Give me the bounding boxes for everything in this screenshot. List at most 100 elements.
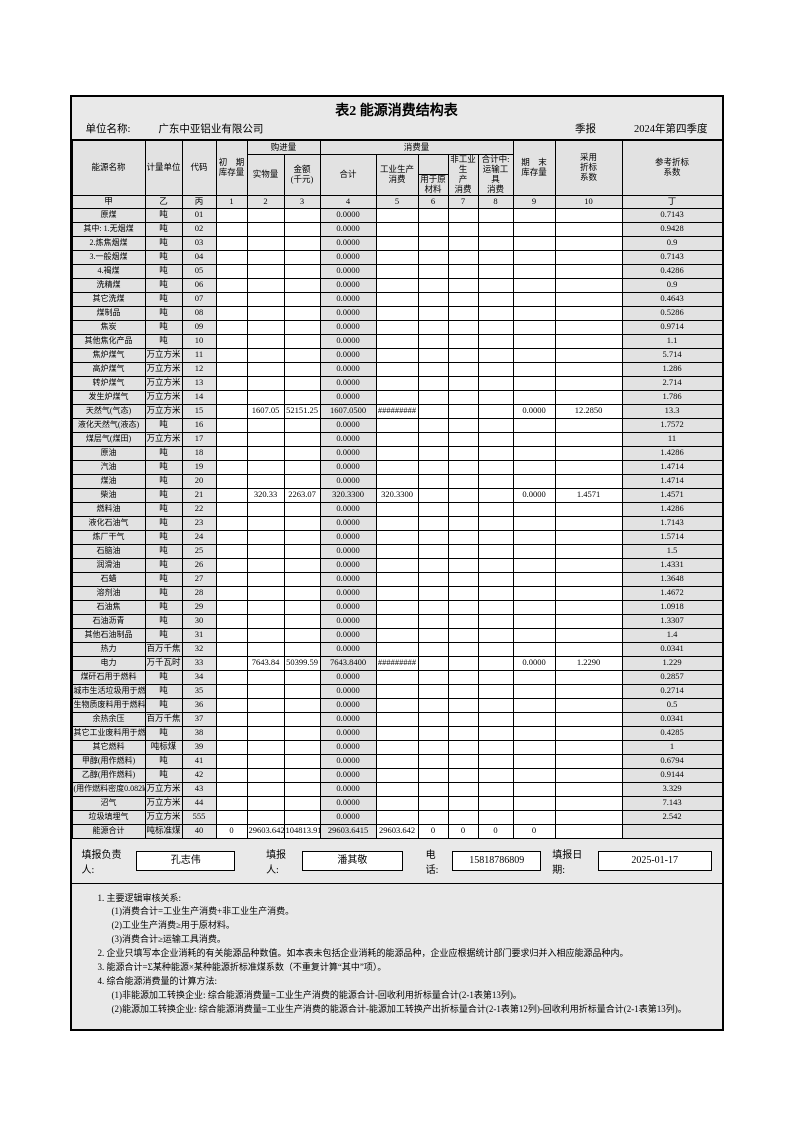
cell-amount (283, 375, 321, 391)
cell-total: 0.0000 (319, 459, 377, 475)
cell-physical-qty (246, 515, 285, 531)
cell-code: 05 (181, 263, 217, 279)
cell-non-industrial: 0 (447, 823, 479, 839)
filler-label: 填报人: (266, 849, 287, 876)
cell-total: 0.0000 (319, 711, 377, 727)
cell-transport (477, 711, 514, 727)
cell-reference-coef: 13.3 (621, 403, 723, 419)
cell-name: 液化石油气 (71, 515, 146, 531)
cell-amount (283, 291, 321, 307)
table-row: 柴油吨 21 320.33 2263.07 320.3300 320.3300 0.0000… (71, 487, 723, 503)
cell-name: 汽油 (71, 459, 146, 475)
cell-name: 乙醇(用作燃料) (71, 767, 146, 783)
cell-code: 34 (181, 669, 217, 685)
cell-amount (283, 571, 321, 587)
cell-unit: 百万千焦 (144, 641, 183, 657)
col-letter-transport: 8 (477, 194, 514, 209)
cell-physical-qty (246, 543, 285, 559)
cell-adopted-coef (554, 697, 623, 713)
cell-unit: 吨 (144, 543, 183, 559)
cell-unit: 吨 (144, 277, 183, 293)
cell-transport (477, 291, 514, 307)
cell-total: 0.0000 (319, 613, 377, 629)
cell-physical-qty (246, 319, 285, 335)
cell-end-stock (512, 739, 556, 755)
cell-reference-coef: 3.329 (621, 781, 723, 797)
cell-non-industrial (447, 389, 479, 405)
cell-adopted-coef (554, 235, 623, 251)
cell-code: 31 (181, 627, 217, 643)
cell-non-industrial (447, 249, 479, 265)
cell-physical-qty (246, 263, 285, 279)
cell-non-industrial (447, 613, 479, 629)
cell-industrial (375, 417, 419, 433)
cell-physical-qty (246, 781, 285, 797)
cell-raw-material (417, 347, 449, 363)
cell-end-stock (512, 277, 556, 293)
cell-initial-stock (215, 599, 248, 615)
cell-unit: 吨 (144, 417, 183, 433)
col-letter-code: 丙 (181, 194, 217, 209)
cell-physical-qty (246, 641, 285, 657)
cell-code: 18 (181, 445, 217, 461)
cell-industrial (375, 347, 419, 363)
cell-transport (477, 515, 514, 531)
note-line: 3. 能源合计=Σ某种能源×某种能源折标准煤系数（不重复计算“其中”项）。 (97, 962, 387, 973)
cell-raw-material (417, 599, 449, 615)
cell-reference-coef: 0.9144 (621, 767, 723, 783)
cell-end-stock (512, 627, 556, 643)
cell-adopted-coef (554, 389, 623, 405)
cell-code: 41 (181, 753, 217, 769)
table-row: 炼厂干气吨 24 0.0000 1.5714 (71, 529, 723, 545)
cell-name: 2.炼焦烟煤 (71, 235, 146, 251)
cell-physical-qty (246, 459, 285, 475)
col-letter-adopted-coef: 10 (554, 194, 623, 209)
cell-amount (283, 585, 321, 601)
cell-amount (283, 501, 321, 517)
cell-adopted-coef: 1.2290 (554, 655, 623, 671)
cell-end-stock (512, 529, 556, 545)
cell-initial-stock (215, 809, 248, 825)
cell-initial-stock (215, 445, 248, 461)
cell-raw-material (417, 459, 449, 475)
cell-non-industrial (447, 207, 479, 223)
cell-total: 0.0000 (319, 697, 377, 713)
cell-industrial (375, 431, 419, 447)
cell-total: 0.0000 (319, 375, 377, 391)
cell-raw-material (417, 207, 449, 223)
cell-unit: 万立方米 (144, 375, 183, 391)
cell-reference-coef: 0.4285 (621, 725, 723, 741)
cell-adopted-coef (554, 375, 623, 391)
cell-industrial (375, 739, 419, 755)
cell-end-stock: 0.0000 (512, 487, 556, 503)
cell-physical-qty (246, 417, 285, 433)
cell-initial-stock (215, 627, 248, 643)
cell-end-stock (512, 445, 556, 461)
cell-physical-qty (246, 585, 285, 601)
cell-amount (283, 683, 321, 699)
cell-code: 26 (181, 557, 217, 573)
cell-physical-qty (246, 473, 285, 489)
cell-adopted-coef (554, 599, 623, 615)
cell-industrial (375, 305, 419, 321)
cell-physical-qty (246, 557, 285, 573)
table-row: 汽油吨 19 0.0000 1.4714 (71, 459, 723, 475)
cell-reference-coef: 0.5 (621, 697, 723, 713)
cell-amount (283, 473, 321, 489)
cell-code: 30 (181, 613, 217, 629)
header-physical-qty: 实物量 (246, 154, 285, 196)
cell-physical-qty: 29603.642 (246, 823, 285, 839)
table-row: 原煤吨 01 0.0000 0.7143 (71, 207, 723, 223)
cell-adopted-coef (554, 781, 623, 797)
cell-adopted-coef (554, 319, 623, 335)
cell-code: 40 (181, 823, 217, 839)
cell-physical-qty (246, 711, 285, 727)
cell-reference-coef: 1.4331 (621, 557, 723, 573)
cell-name: 热力 (71, 641, 146, 657)
cell-reference-coef: 1.4571 (621, 487, 723, 503)
cell-unit: 万千瓦时 (144, 655, 183, 671)
cell-name: 液化天然气(液态) (71, 417, 146, 433)
cell-transport (477, 431, 514, 447)
cell-end-stock (512, 375, 556, 391)
filler-field: 潘其敬 (302, 850, 403, 871)
